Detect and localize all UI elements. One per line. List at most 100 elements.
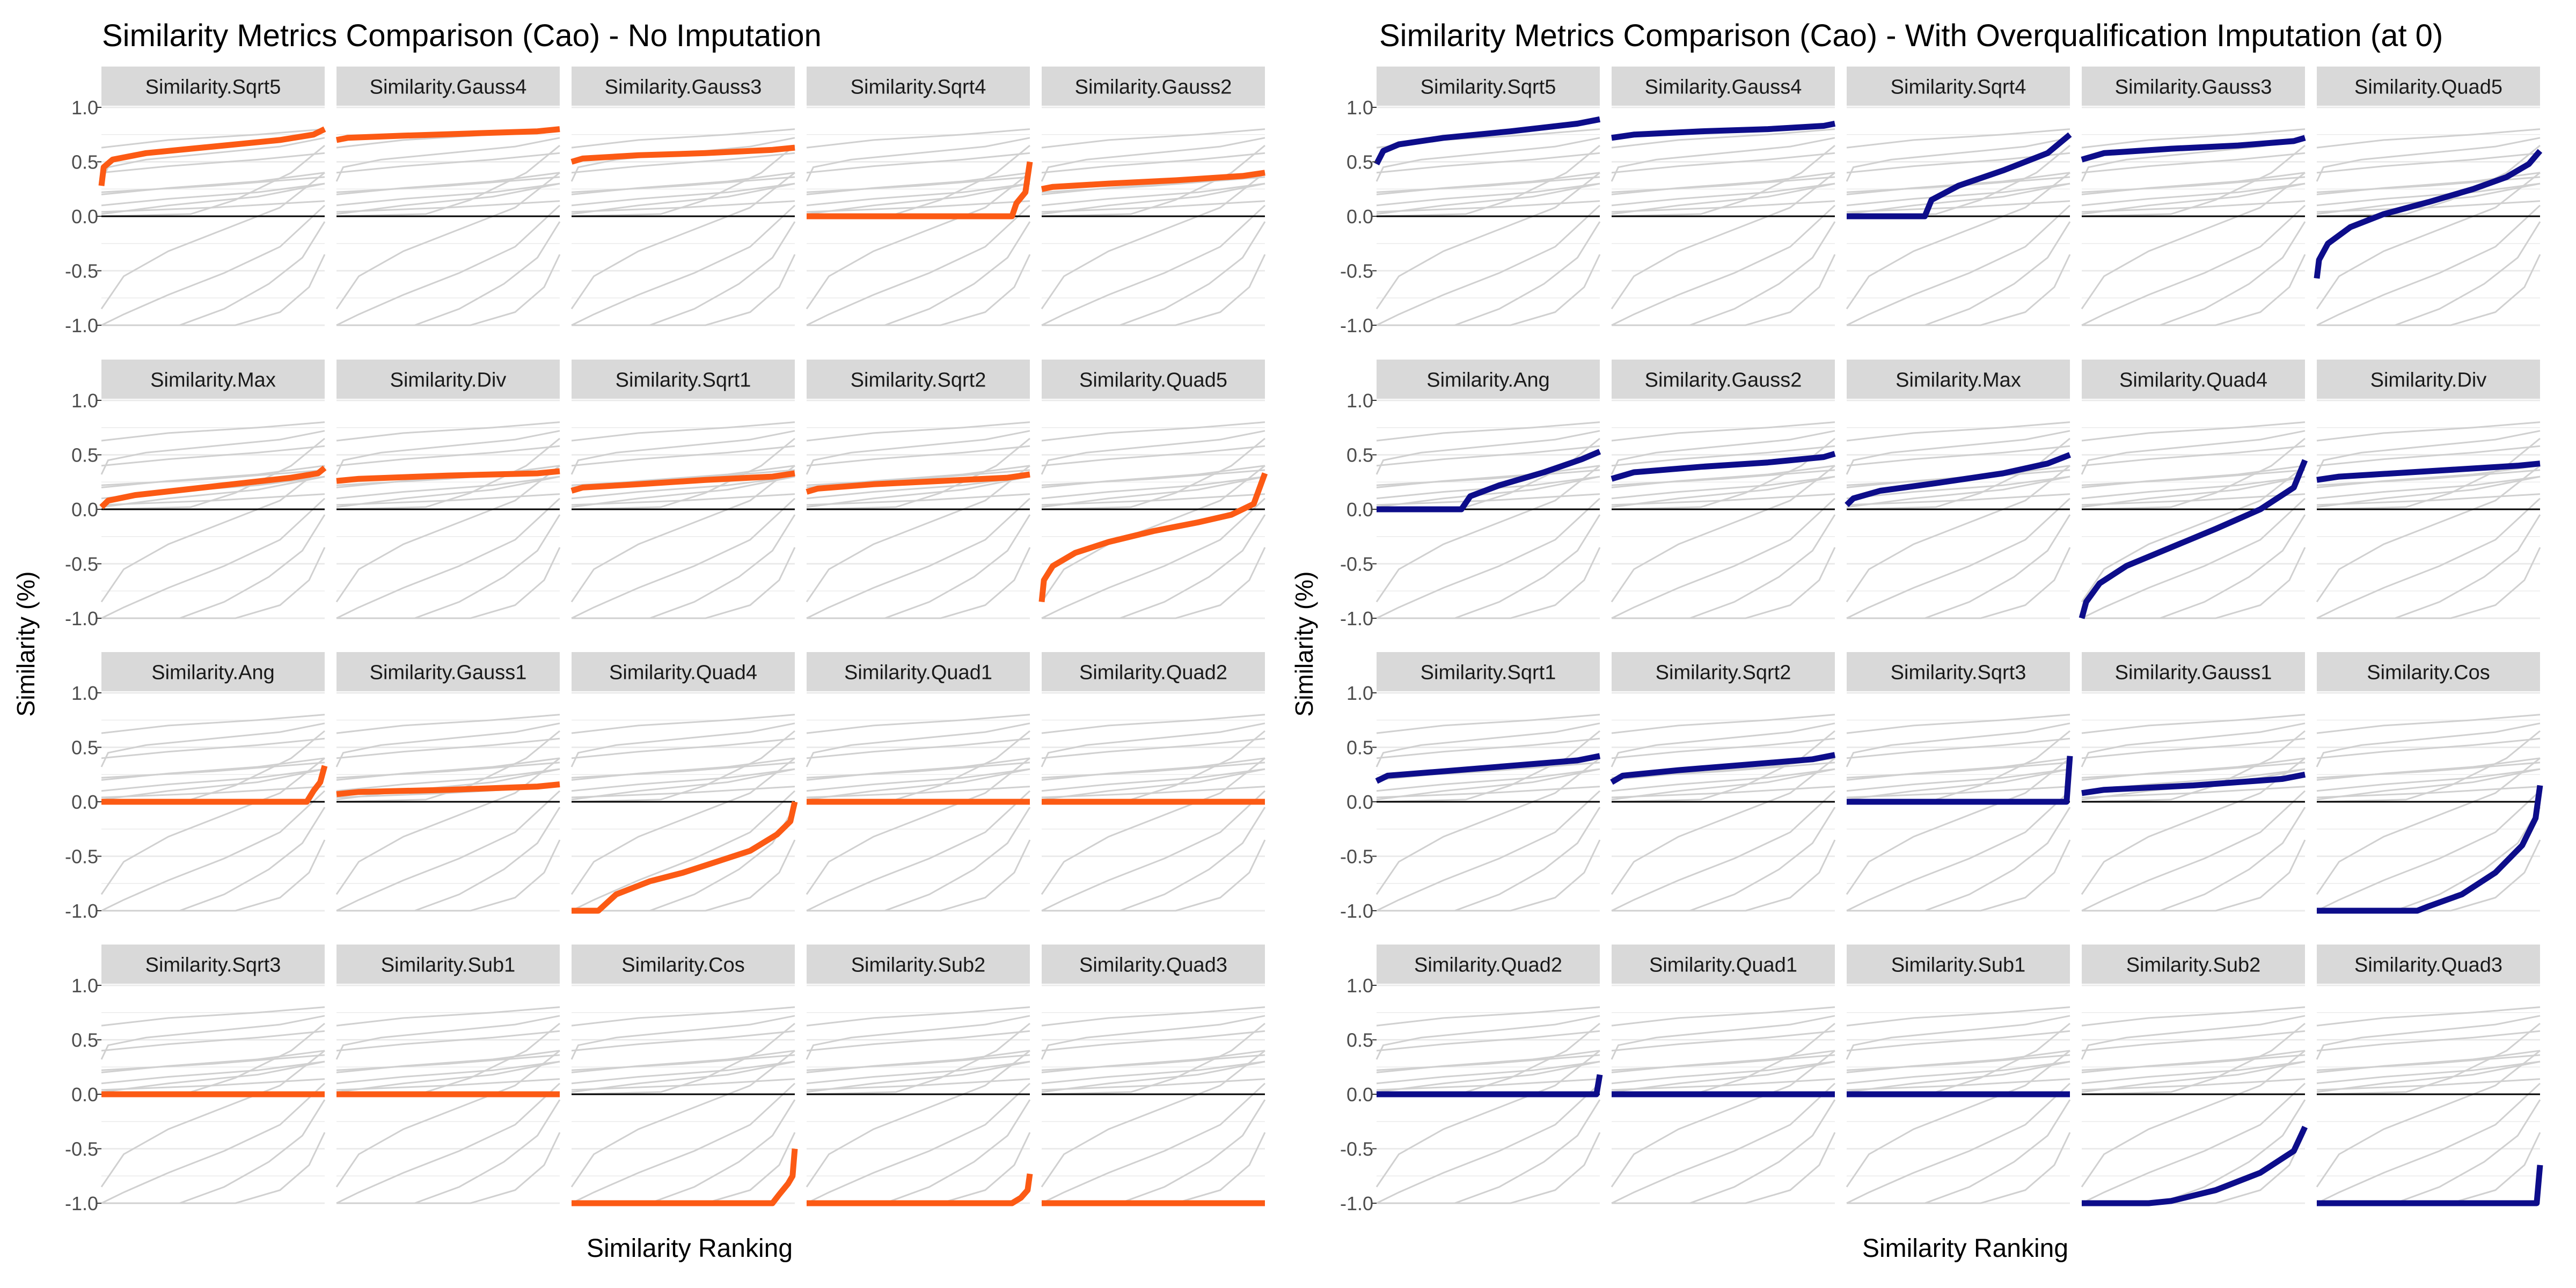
- background-series-line: [101, 182, 325, 215]
- background-series-line: [1611, 469, 1835, 486]
- background-series-line: [571, 730, 795, 803]
- background-series-line: [1376, 714, 1600, 734]
- facet-label: Similarity.Quad2: [1414, 954, 1562, 977]
- background-series-line: [1376, 469, 1600, 486]
- highlighted-series-line: [806, 471, 1030, 495]
- facet-strip: [1377, 360, 1600, 399]
- background-series-line: [101, 465, 325, 488]
- background-series-line: [101, 1054, 325, 1071]
- background-series-line: [2317, 1132, 2541, 1204]
- background-series-line: [1611, 176, 1835, 193]
- background-series-line: [1376, 152, 1600, 174]
- chart-title: Similarity Metrics Comparison (Cao) - Wi…: [1379, 18, 2443, 53]
- facet-panel: Similarity.Gauss3: [570, 67, 796, 326]
- background-series-line: [2316, 790, 2541, 912]
- highlighted-series-line: [2082, 1125, 2308, 1206]
- background-series-line: [101, 176, 325, 193]
- y-tick-label: 0.0: [71, 791, 98, 813]
- background-series-line: [2081, 762, 2306, 779]
- background-series-line: [335, 1015, 560, 1060]
- facet-strip: [1612, 945, 1835, 984]
- background-series-line: [571, 497, 796, 619]
- facet-label: Similarity.Sub2: [2126, 954, 2261, 977]
- background-series-line: [1041, 128, 1265, 149]
- facet-strip: [1042, 360, 1265, 399]
- background-series-line: [1375, 465, 1600, 603]
- background-series-line: [1846, 182, 2070, 215]
- background-series-line: [1611, 430, 1835, 475]
- facet-panel: Similarity.Sub1: [335, 945, 561, 1204]
- background-series-line: [806, 1082, 1031, 1204]
- background-series-line: [1846, 204, 2071, 326]
- background-series-line: [571, 768, 795, 801]
- background-series-line: [335, 137, 560, 182]
- facet-strip: [1612, 360, 1835, 399]
- highlighted-series-line: [1611, 121, 1836, 141]
- facet-strip: [1847, 67, 2070, 106]
- y-tick-label: -1.0: [1340, 900, 1373, 922]
- background-series-line: [101, 254, 326, 326]
- facet-panel: Similarity.Sqrt2: [806, 360, 1031, 619]
- background-series-line: [571, 1006, 795, 1027]
- highlighted-series-line: [572, 1148, 798, 1206]
- facet-label: Similarity.Quad2: [1079, 662, 1227, 684]
- background-series-line: [1612, 547, 1836, 619]
- background-series-line: [2081, 1050, 2306, 1188]
- background-series-line: [1041, 757, 1265, 781]
- background-series-line: [571, 172, 795, 195]
- highlighted-series-line: [1611, 451, 1836, 482]
- y-tick-label: 0.5: [1346, 737, 1373, 759]
- facet-label: Similarity.Gauss4: [370, 76, 527, 99]
- highlighted-series-line: [1377, 449, 1601, 513]
- background-series-line: [571, 757, 795, 781]
- background-series-line: [2081, 176, 2306, 193]
- background-series-line: [1375, 1050, 1600, 1188]
- facet-strip: [572, 360, 795, 399]
- facet-strip: [807, 652, 1030, 691]
- background-series-line: [570, 1015, 795, 1060]
- facet-strip: [336, 360, 560, 399]
- background-series-line: [2316, 172, 2541, 310]
- background-series-line: [101, 475, 325, 508]
- background-series-line: [336, 475, 560, 500]
- background-series-line: [101, 1006, 325, 1027]
- background-series-line: [1846, 445, 2070, 467]
- facet-panel: Similarity.Sqrt2: [1610, 652, 1836, 912]
- y-tick-label: -0.5: [1340, 846, 1373, 868]
- background-series-line: [1611, 204, 1836, 326]
- background-series-line: [806, 445, 1030, 467]
- facet-strip: [101, 945, 325, 984]
- background-series-line: [1611, 172, 1835, 310]
- facet-strip: [1377, 652, 1600, 691]
- background-series-line: [336, 437, 560, 510]
- background-series-line: [806, 152, 1030, 174]
- background-series-line: [336, 1054, 560, 1071]
- background-series-line: [2316, 768, 2541, 801]
- background-series-line: [336, 204, 561, 326]
- background-series-line: [101, 204, 326, 326]
- background-series-line: [806, 1015, 1030, 1060]
- background-series-line: [335, 465, 560, 603]
- facet-strip: [101, 360, 325, 399]
- background-series-line: [806, 757, 1030, 781]
- background-series-line: [336, 254, 561, 326]
- background-series-line: [1376, 1054, 1600, 1071]
- background-series-line: [807, 254, 1031, 326]
- background-series-line: [335, 722, 560, 767]
- background-series-line: [1041, 790, 1266, 912]
- facet-label: Similarity.Gauss1: [370, 662, 527, 684]
- facet-strip: [2317, 652, 2540, 691]
- background-series-line: [572, 1132, 796, 1204]
- background-series-line: [572, 254, 796, 326]
- background-series-line: [1846, 182, 2070, 207]
- y-tick-label: -1.0: [65, 1192, 98, 1214]
- background-series-line: [2081, 714, 2306, 734]
- facet-strip: [807, 945, 1030, 984]
- background-series-line: [2316, 1060, 2541, 1093]
- background-series-line: [1376, 475, 1600, 508]
- background-series-line: [1041, 1006, 1265, 1027]
- background-series-line: [807, 839, 1031, 912]
- background-series-line: [1376, 421, 1600, 442]
- facet-panel: Similarity.Sqrt5 1.0 0.5 0.0 -0.5 -1.0: [1340, 67, 1601, 336]
- background-series-line: [336, 1082, 561, 1204]
